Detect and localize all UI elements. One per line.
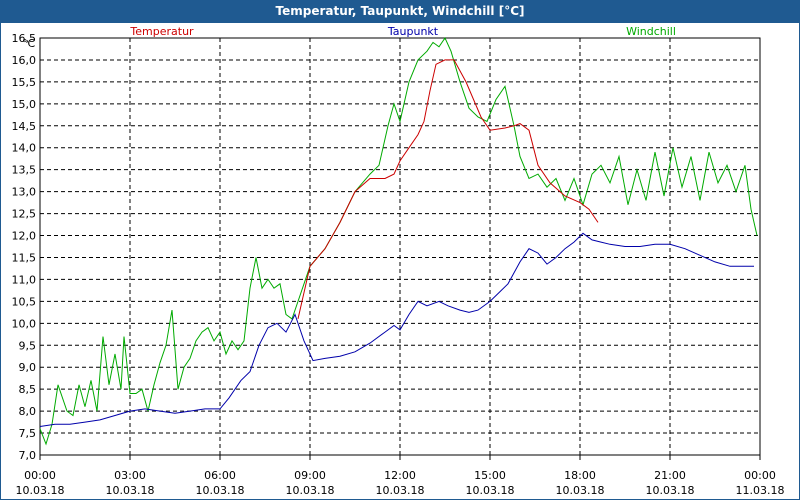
x-tick-time-label: 18:00	[564, 469, 596, 482]
x-tick-date-label: 10.03.18	[106, 484, 155, 497]
y-tick-label: 9,0	[19, 361, 37, 374]
x-tick-date-label: 10.03.18	[196, 484, 245, 497]
x-tick-time-label: 12:00	[384, 469, 416, 482]
y-tick-label: 11,5	[12, 251, 37, 264]
y-tick-label: 13,0	[12, 186, 37, 199]
legend-taupunkt: Taupunkt	[387, 25, 439, 38]
x-tick-date-label: 10.03.18	[556, 484, 605, 497]
x-tick-date-label: 11.03.18	[736, 484, 785, 497]
y-tick-label: 8,5	[19, 383, 37, 396]
y-tick-label: 14,0	[12, 142, 37, 155]
x-tick-time-label: 00:00	[24, 469, 56, 482]
x-tick-time-label: 21:00	[654, 469, 686, 482]
series-line-windchill	[39, 36, 758, 446]
y-tick-label: 10,0	[12, 317, 37, 330]
legend-windchill: Windchill	[626, 25, 676, 38]
y-tick-label: 12,0	[12, 230, 37, 243]
y-tick-label: 16,0	[12, 54, 37, 67]
y-tick-label: 12,5	[12, 208, 37, 221]
x-tick-time-label: 06:00	[204, 469, 236, 482]
plot-area	[39, 37, 761, 456]
y-tick-label: 7,5	[19, 427, 37, 440]
y-tick-label: 15,5	[12, 76, 37, 89]
x-tick-time-label: 09:00	[294, 469, 326, 482]
y-tick-label: 8,0	[19, 405, 37, 418]
y-tick-label: 16,5	[12, 32, 37, 45]
x-tick-date-label: 10.03.18	[646, 484, 695, 497]
y-tick-label: 15,0	[12, 98, 37, 111]
series-line-temperatur	[297, 59, 599, 320]
x-tick-time-label: 03:00	[114, 469, 146, 482]
series-line-taupunkt	[39, 232, 754, 427]
y-tick-label: 9,5	[19, 339, 37, 352]
x-tick-time-label: 15:00	[474, 469, 506, 482]
x-tick-date-label: 10.03.18	[286, 484, 335, 497]
x-tick-date-label: 10.03.18	[466, 484, 515, 497]
window-title: Temperatur, Taupunkt, Windchill [°C]	[0, 0, 800, 22]
x-tick-date-label: 10.03.18	[16, 484, 65, 497]
x-tick-date-label: 10.03.18	[376, 484, 425, 497]
y-tick-label: 10,5	[12, 295, 37, 308]
y-tick-label: 7,0	[19, 449, 37, 462]
y-tick-label: 14,5	[12, 120, 37, 133]
legend-temperatur: Temperatur	[129, 25, 194, 38]
y-axis-unit-label: °C	[22, 37, 36, 50]
x-tick-time-label: 00:00	[744, 469, 776, 482]
y-tick-label: 13,5	[12, 164, 37, 177]
y-tick-label: 11,0	[12, 273, 37, 286]
